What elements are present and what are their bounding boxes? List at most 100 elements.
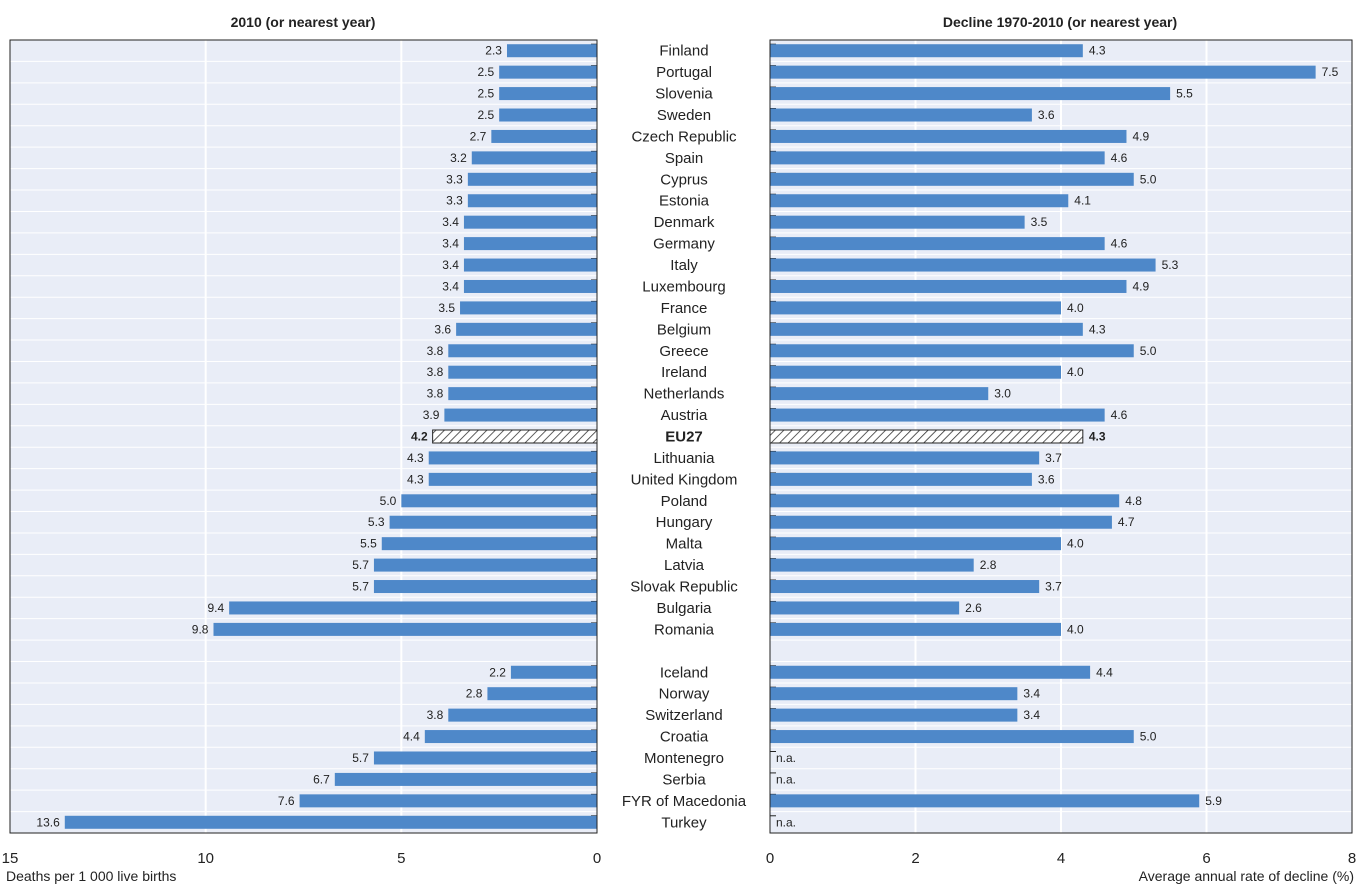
right-value-label-switzerland: 3.4 <box>1023 708 1040 722</box>
left-x-axis-label: Deaths per 1 000 live births <box>6 868 176 884</box>
right-bar-cyprus <box>770 172 1134 186</box>
right-value-label-croatia: 5.0 <box>1140 730 1157 744</box>
right-bar-france <box>770 301 1061 315</box>
right-bar-malta <box>770 537 1061 551</box>
left-bar-germany <box>463 237 597 251</box>
category-label-fyr-of-macedonia: FYR of Macedonia <box>622 793 747 810</box>
right-x-tick-label: 6 <box>1202 850 1210 867</box>
category-label-belgium: Belgium <box>657 321 711 338</box>
right-value-label-estonia: 4.1 <box>1074 194 1091 208</box>
left-value-label-ireland: 3.8 <box>427 365 444 379</box>
right-value-label-czech-republic: 4.9 <box>1132 129 1149 143</box>
category-label-malta: Malta <box>666 536 703 553</box>
right-bar-czech-republic <box>770 129 1127 143</box>
left-value-label-croatia: 4.4 <box>403 730 420 744</box>
left-value-label-united-kingdom: 4.3 <box>407 472 424 486</box>
right-x-tick-label: 4 <box>1057 850 1065 867</box>
left-value-label-malta: 5.5 <box>360 537 377 551</box>
left-bar-croatia <box>424 730 597 744</box>
left-value-label-greece: 3.8 <box>427 344 444 358</box>
left-bar-hungary <box>389 515 597 529</box>
right-bar-denmark <box>770 215 1025 229</box>
left-value-label-estonia: 3.3 <box>446 194 463 208</box>
right-bar-portugal <box>770 65 1316 79</box>
right-value-label-slovenia: 5.5 <box>1176 87 1193 101</box>
category-label-hungary: Hungary <box>656 514 713 531</box>
category-label-poland: Poland <box>661 493 708 510</box>
left-value-label-fyr-of-macedonia: 7.6 <box>278 794 295 808</box>
left-bar-lithuania <box>428 451 597 465</box>
right-value-label-bulgaria: 2.6 <box>965 601 982 615</box>
left-value-label-norway: 2.8 <box>466 687 483 701</box>
category-label-serbia: Serbia <box>662 771 706 788</box>
right-value-label-lithuania: 3.7 <box>1045 451 1062 465</box>
left-bar-malta <box>381 537 597 551</box>
left-value-label-portugal: 2.5 <box>477 65 494 79</box>
right-bar-italy <box>770 258 1156 272</box>
right-na-label-turkey: n.a. <box>776 815 796 829</box>
country-labels: Finland Portugal Slovenia Sweden Czech Repub… <box>622 43 747 832</box>
left-bar-norway <box>487 687 597 701</box>
left-bar-czech-republic <box>491 129 597 143</box>
right-value-label-poland: 4.8 <box>1125 494 1142 508</box>
right-value-label-portugal: 7.5 <box>1322 65 1339 79</box>
left-value-label-iceland: 2.2 <box>489 665 506 679</box>
right-bar-ireland <box>770 365 1061 379</box>
category-label-france: France <box>661 300 708 317</box>
left-value-label-luxembourg: 3.4 <box>442 279 459 293</box>
left-bar-romania <box>213 622 597 636</box>
right-bar-switzerland <box>770 708 1018 722</box>
left-bar-belgium <box>456 322 597 336</box>
category-label-germany: Germany <box>653 236 715 253</box>
category-label-czech-republic: Czech Republic <box>631 128 737 145</box>
category-label-lithuania: Lithuania <box>654 450 716 467</box>
left-value-label-poland: 5.0 <box>380 494 397 508</box>
right-value-label-cyprus: 5.0 <box>1140 172 1157 186</box>
right-value-label-luxembourg: 4.9 <box>1132 279 1149 293</box>
right-bar-greece <box>770 344 1134 358</box>
right-value-label-netherlands: 3.0 <box>994 387 1011 401</box>
right-bar-spain <box>770 151 1105 165</box>
left-bar-netherlands <box>448 387 597 401</box>
left-bar-italy <box>463 258 597 272</box>
left-bar-sweden <box>499 108 597 122</box>
right-bar-norway <box>770 687 1018 701</box>
left-value-label-germany: 3.4 <box>442 237 459 251</box>
right-value-label-slovak-republic: 3.7 <box>1045 580 1062 594</box>
category-label-sweden: Sweden <box>657 107 711 124</box>
left-bar-ireland <box>448 365 597 379</box>
left-value-label-spain: 3.2 <box>450 151 467 165</box>
left-value-label-bulgaria: 9.4 <box>207 601 224 615</box>
right-value-label-spain: 4.6 <box>1111 151 1128 165</box>
right-bar-croatia <box>770 730 1134 744</box>
left-plot-frame <box>9 39 598 834</box>
right-plot-frame <box>769 39 1353 834</box>
right-value-label-austria: 4.6 <box>1111 408 1128 422</box>
right-bar-finland <box>770 44 1083 58</box>
right-x-tick-label: 0 <box>766 850 774 867</box>
right-bar-estonia <box>770 194 1069 208</box>
left-value-label-latvia: 5.7 <box>352 558 369 572</box>
right-value-label-fyr-of-macedonia: 5.9 <box>1205 794 1222 808</box>
right-bar-austria <box>770 408 1105 422</box>
right-bar-iceland <box>770 665 1091 679</box>
left-value-label-romania: 9.8 <box>192 622 209 636</box>
right-value-label-sweden: 3.6 <box>1038 108 1055 122</box>
right-bar-bulgaria <box>770 601 960 615</box>
category-label-norway: Norway <box>659 686 710 703</box>
category-label-luxembourg: Luxembourg <box>642 278 725 295</box>
right-value-label-united-kingdom: 3.6 <box>1038 472 1055 486</box>
right-value-label-greece: 5.0 <box>1140 344 1157 358</box>
right-bar-netherlands <box>770 387 989 401</box>
right-x-tick-label: 8 <box>1348 850 1356 867</box>
category-label-iceland: Iceland <box>660 664 708 681</box>
right-bar-germany <box>770 237 1105 251</box>
right-value-label-germany: 4.6 <box>1111 237 1128 251</box>
left-x-tick-label: 15 <box>2 850 19 867</box>
category-label-united-kingdom: United Kingdom <box>631 471 738 488</box>
left-bar-spain <box>471 151 597 165</box>
right-value-label-hungary: 4.7 <box>1118 515 1135 529</box>
left-bar-austria <box>444 408 597 422</box>
category-label-cyprus: Cyprus <box>660 171 708 188</box>
